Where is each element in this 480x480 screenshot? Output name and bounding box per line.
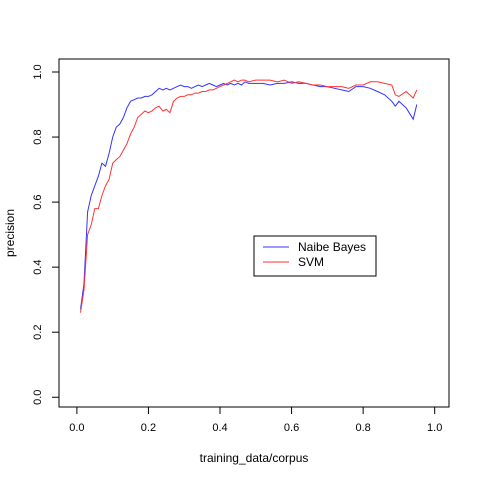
x-tick-label: 0.8: [355, 422, 370, 434]
x-tick-label: 1.0: [427, 422, 442, 434]
legend-label-svm: SVM: [298, 255, 324, 269]
y-tick-label: 0.2: [32, 325, 44, 340]
x-axis-title: training_data/corpus: [200, 451, 309, 465]
y-tick-label: 0.0: [32, 390, 44, 405]
y-tick-label: 0.4: [32, 260, 44, 275]
x-axis: 0.0 0.2 0.4 0.6 0.8 1.0: [69, 406, 442, 434]
y-axis: 0.0 0.2 0.4 0.6 0.8 1.0: [32, 64, 60, 405]
legend: Naibe Bayes SVM: [253, 235, 377, 277]
series-line-naibe-bayes: [80, 81, 418, 310]
x-tick-label: 0.4: [212, 422, 227, 434]
plot-area-frame: [58, 58, 450, 408]
x-tick-label: 0.2: [141, 422, 156, 434]
series-layer: [80, 79, 418, 313]
y-tick-label: 0.6: [32, 194, 44, 209]
legend-label-naibe-bayes: Naibe Bayes: [298, 240, 366, 254]
y-axis-title: precision: [3, 209, 17, 257]
series-line-svm: [80, 79, 418, 313]
legend-box: [253, 235, 377, 277]
x-tick-label: 0.0: [69, 422, 84, 434]
x-tick-label: 0.6: [284, 422, 299, 434]
y-tick-label: 0.8: [32, 129, 44, 144]
y-tick-label: 1.0: [32, 64, 44, 79]
